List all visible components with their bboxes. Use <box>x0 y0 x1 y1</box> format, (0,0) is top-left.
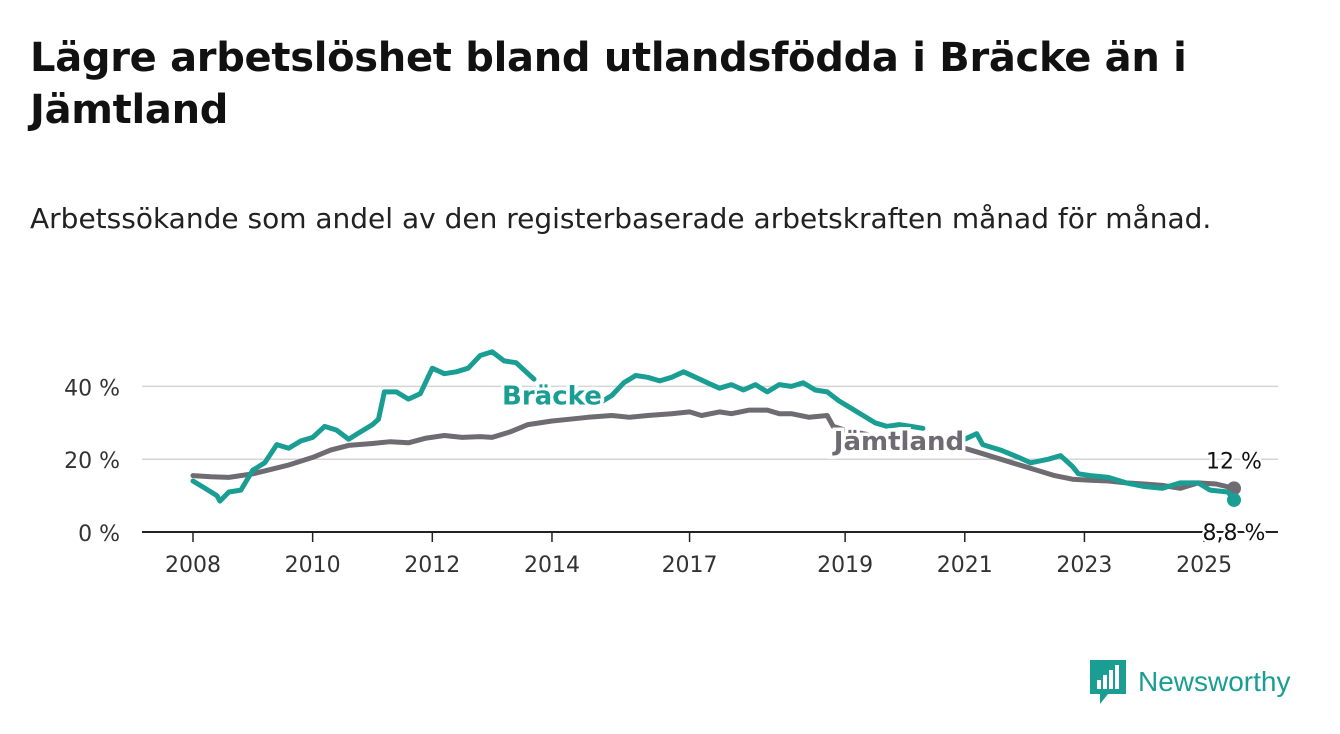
bar-chart-logo-icon <box>1090 660 1126 704</box>
chart-title: Lägre arbetslöshet bland utlandsfödda i … <box>30 35 1187 133</box>
y-tick-label: 40 % <box>64 376 120 401</box>
y-tick-label: 0 % <box>78 522 120 547</box>
chart-subtitle: Arbetssökande som andel av den registerb… <box>30 202 1212 235</box>
newsworthy-logo: Newsworthy <box>1090 660 1290 704</box>
series-lines <box>190 349 1241 507</box>
x-tick-label: 2019 <box>817 553 873 578</box>
series-line-j-mtland <box>190 407 1237 491</box>
y-axis-ticks: 0 % 20 % 40 % <box>64 376 120 547</box>
series-name-label: Bräcke <box>502 382 602 412</box>
x-axis-ticks: 2008 2010 2012 2014 2017 2019 2021 2023 2025 <box>165 532 1232 578</box>
x-tick-label: 2023 <box>1056 553 1112 578</box>
x-tick-label: 2014 <box>524 553 580 578</box>
brand-name: Newsworthy <box>1138 666 1291 697</box>
x-tick-label: 2021 <box>937 553 993 578</box>
series-line-br-cke <box>962 431 1237 503</box>
series-labels: 12 % 8,8 % Bräcke Jämtland <box>499 378 1268 548</box>
series-line-br-cke <box>597 369 926 431</box>
end-value-label: 12 % <box>1206 449 1262 474</box>
x-tick-label: 2025 <box>1176 553 1232 578</box>
series-endpoint-br-cke <box>1227 492 1241 507</box>
x-tick-label: 2012 <box>404 553 460 578</box>
series-name-label: Jämtland <box>832 427 964 457</box>
y-tick-label: 20 % <box>64 449 120 474</box>
series-line-br-cke <box>190 349 537 504</box>
x-tick-label: 2010 <box>285 553 341 578</box>
end-value-label: 8,8 % <box>1203 521 1266 546</box>
x-tick-label: 2017 <box>662 553 718 578</box>
x-tick-label: 2008 <box>165 553 221 578</box>
